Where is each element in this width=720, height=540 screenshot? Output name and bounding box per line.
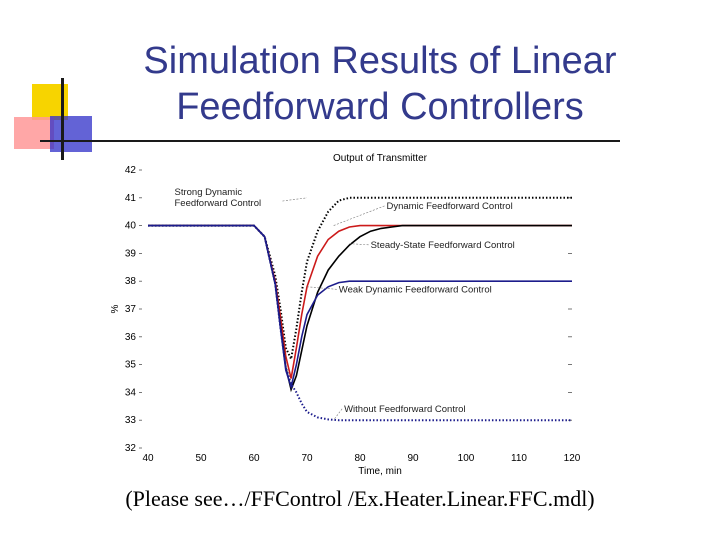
y-tick-label: 37 (125, 304, 137, 315)
annotation-label: Without Feedforward Control (344, 404, 465, 415)
annotation-label: Dynamic Feedforward Control (387, 201, 513, 212)
slide-caption: (Please see…/FFControl /Ex.Heater.Linear… (125, 486, 595, 511)
y-tick-label: 33 (125, 415, 137, 426)
slide-title: Simulation Results of Linear Feedforward… (143, 40, 617, 128)
y-tick-label: 32 (125, 443, 137, 454)
x-tick-label: 70 (301, 453, 313, 464)
annotation-leader (333, 205, 385, 226)
x-tick-label: 60 (248, 453, 260, 464)
x-axis-label: Time, min (358, 466, 402, 477)
chart-title: Output of Transmitter (333, 153, 428, 164)
x-tick-label: 110 (511, 453, 527, 464)
series-line-0 (148, 196, 572, 363)
x-tick-label: 100 (458, 453, 475, 464)
decor-pink-square (14, 117, 54, 149)
series-line-4 (148, 224, 572, 422)
y-tick-label: 34 (125, 387, 137, 398)
decor-vertical-line (61, 78, 64, 160)
annotation-leader (282, 197, 308, 202)
annotation-leader (333, 408, 343, 421)
decor-horizontal-line (40, 140, 620, 142)
x-tick-label: 80 (354, 453, 366, 464)
annotation-leader (349, 243, 369, 246)
y-tick-label: 41 (125, 193, 137, 204)
annotation-leader (306, 286, 337, 290)
chart: Output of Transmitter Time, min % 32 33 34… (110, 153, 581, 477)
y-tick-label: 38 (125, 276, 137, 287)
y-tick-label: 39 (125, 248, 137, 259)
series-line-3 (148, 224, 572, 390)
x-tick-label: 40 (142, 453, 154, 464)
y-axis-label: % (110, 304, 121, 313)
annotation-label: Strong Dynamic Feedforward Control (175, 187, 262, 209)
y-tick-label: 42 (125, 165, 137, 176)
y-tick-label: 40 (125, 221, 137, 232)
annotation-label: Weak Dynamic Feedforward Control (339, 284, 492, 295)
decor-blue-square (50, 116, 92, 152)
annotation-label: Steady-State Feedforward Control (371, 240, 515, 251)
y-tick-label: 36 (125, 332, 137, 343)
x-tick-label: 50 (195, 453, 207, 464)
x-tick-label: 120 (564, 453, 581, 464)
x-tick-label: 90 (407, 453, 419, 464)
y-tick-label: 35 (125, 360, 137, 371)
